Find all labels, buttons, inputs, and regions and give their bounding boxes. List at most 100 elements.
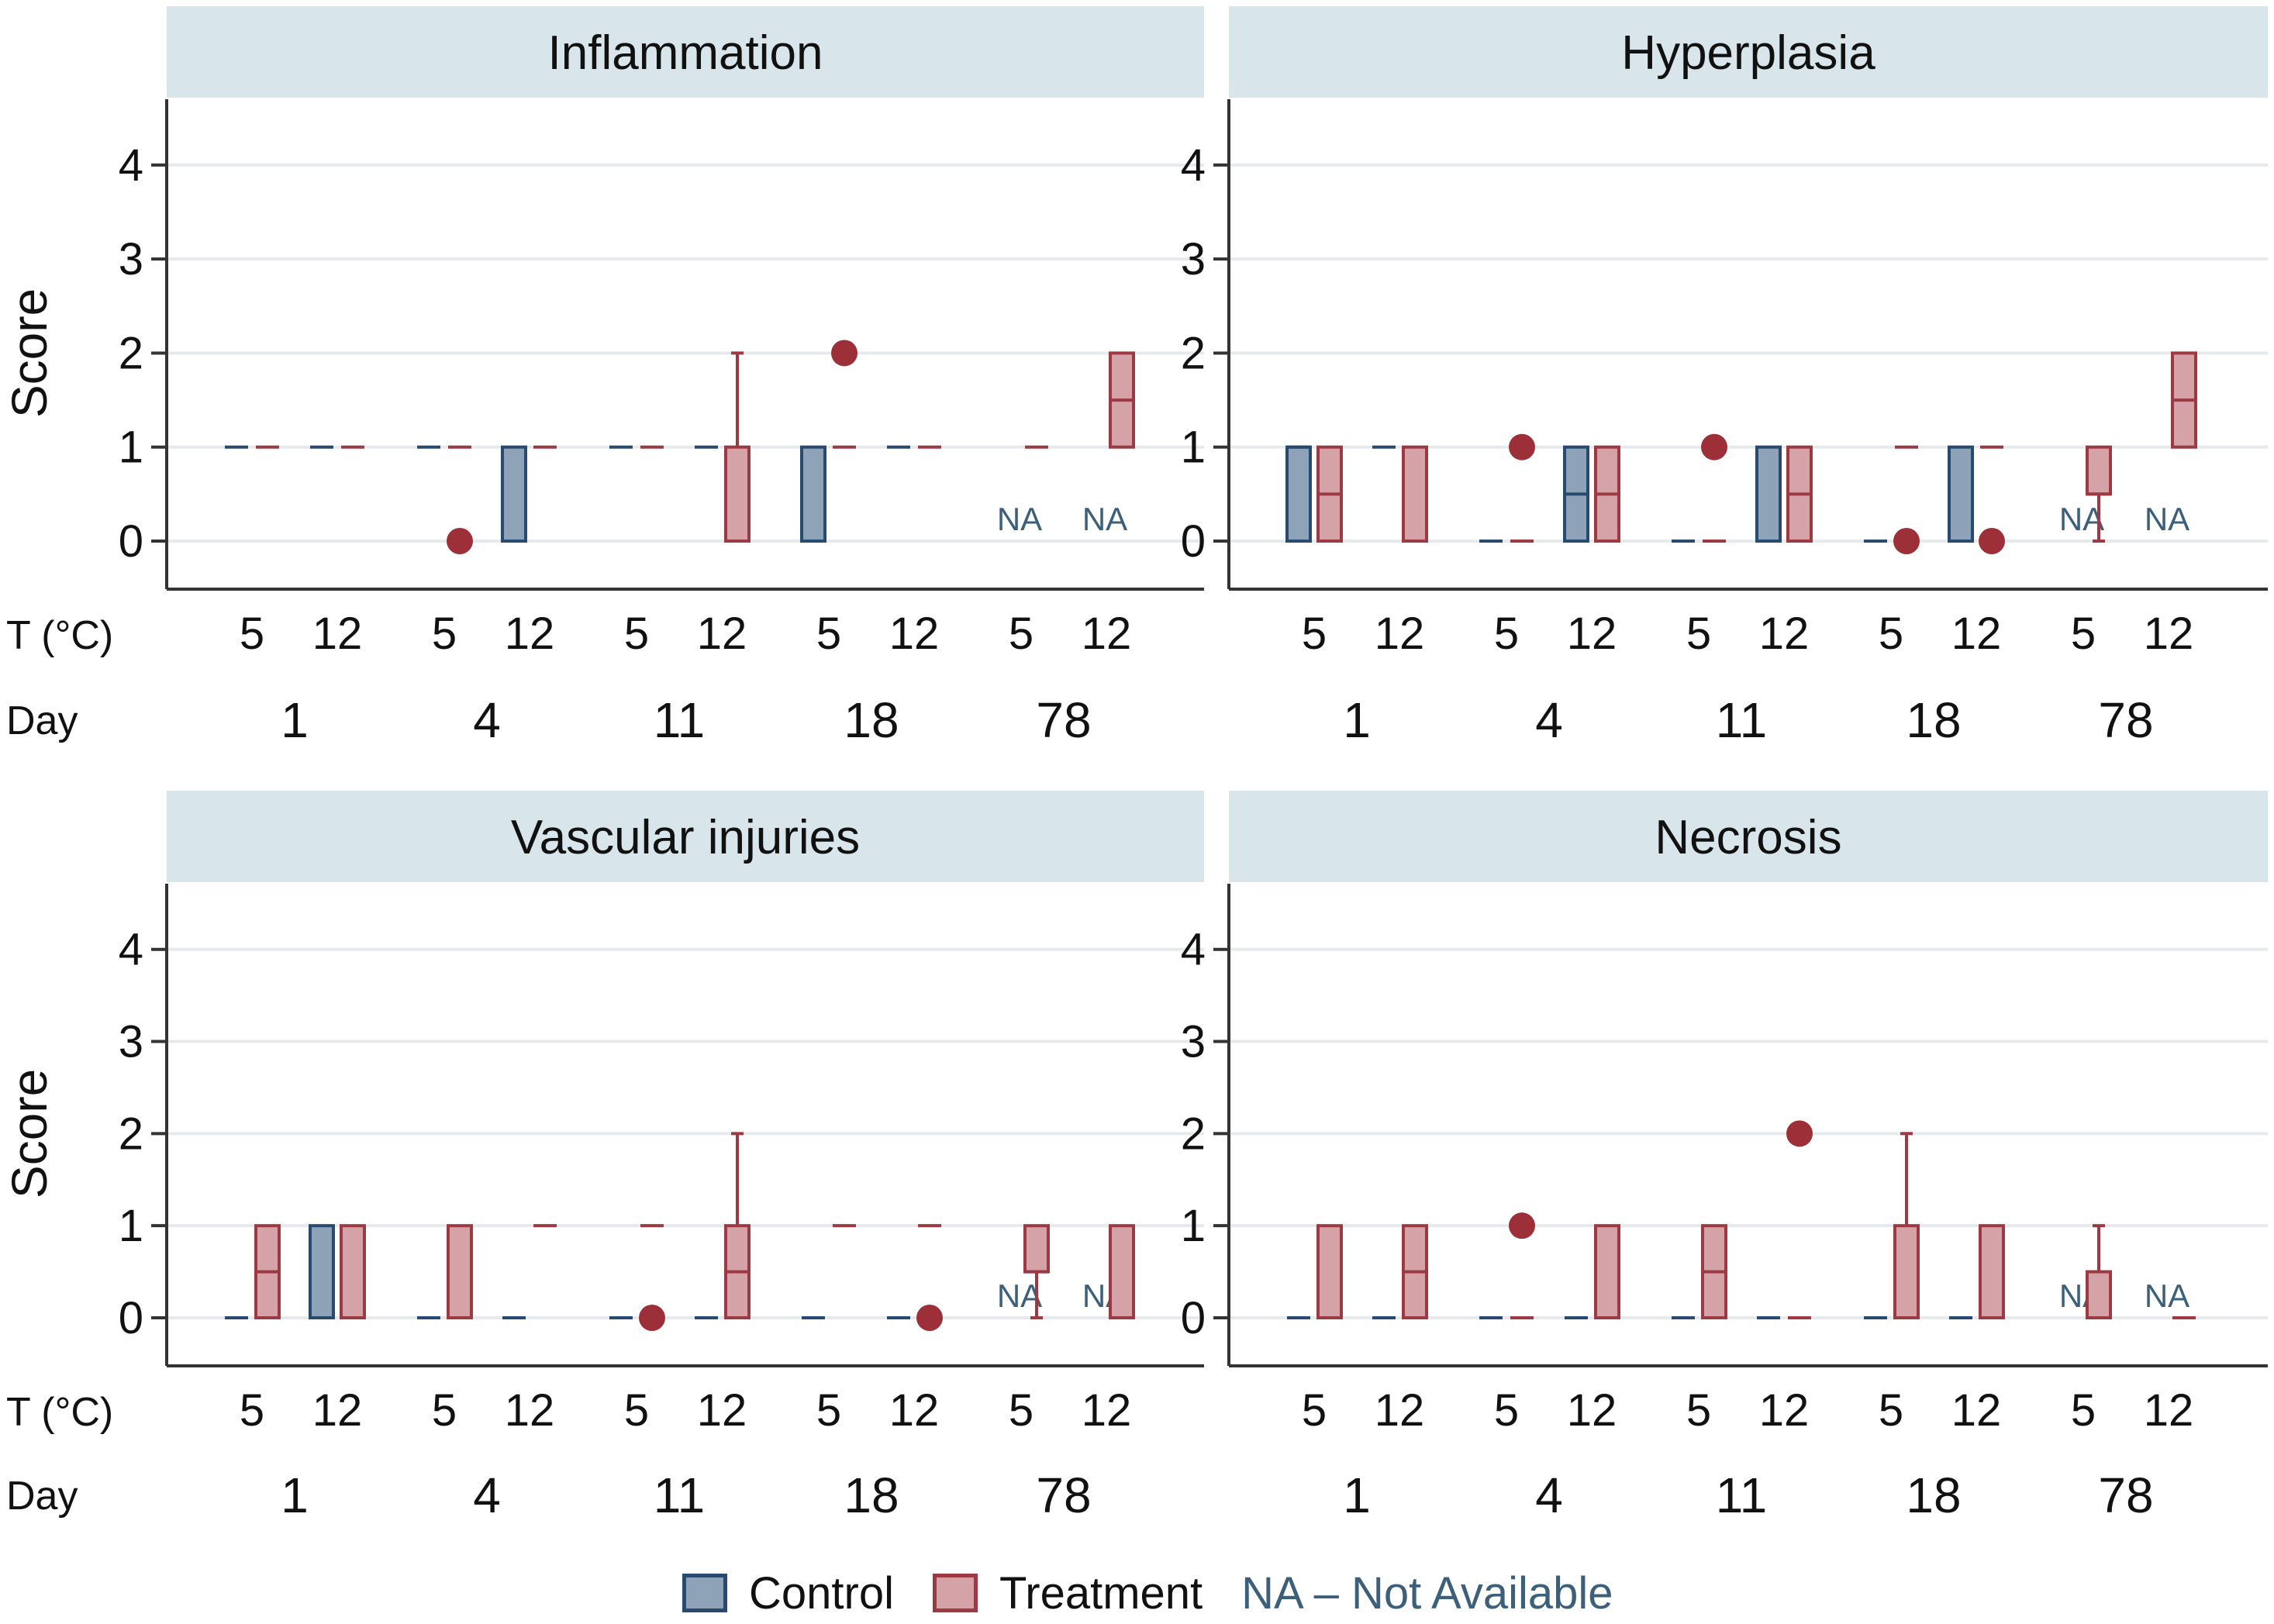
y-tick-label: 3 — [1181, 1017, 1206, 1067]
temperature-tick-label: 5 — [624, 1385, 649, 1436]
legend-control: Control — [682, 1567, 894, 1619]
treatment-outlier — [1786, 1120, 1813, 1147]
treatment-box — [447, 1224, 473, 1320]
treatment-box — [340, 1224, 366, 1320]
temperature-tick-label: 12 — [505, 609, 555, 659]
day-tick-label: 18 — [844, 1467, 899, 1523]
day-tick-label: 18 — [844, 692, 899, 748]
temperature-tick-label: 12 — [2144, 1385, 2194, 1436]
temperature-tick-label: 12 — [1082, 1385, 1132, 1436]
treatment-outlier — [1979, 528, 2005, 554]
y-tick-label: 4 — [119, 140, 143, 191]
treatment-box — [1316, 1224, 1343, 1320]
day-tick-label: 78 — [2098, 1467, 2153, 1523]
temperature-tick-label: 5 — [1009, 609, 1033, 659]
y-tick-label: 1 — [1181, 1201, 1206, 1251]
na-label: NA — [2145, 501, 2189, 537]
y-tick-label: 4 — [1181, 140, 1206, 191]
y-tick-label: 3 — [119, 1017, 143, 1067]
temperature-tick-label: 12 — [505, 1385, 555, 1436]
temperature-tick-label: 5 — [240, 1385, 264, 1436]
y-tick-label: 2 — [1181, 328, 1206, 378]
panel-header — [167, 6, 1204, 98]
temperature-tick-label: 12 — [1567, 609, 1617, 659]
y-tick-label: 1 — [119, 1201, 143, 1251]
temperature-tick-label: 12 — [1951, 1385, 2002, 1436]
day-tick-label: 11 — [654, 1467, 705, 1523]
temperature-tick-label: 5 — [1879, 1385, 1903, 1436]
day-tick-label: 4 — [473, 692, 501, 748]
legend-treatment: Treatment — [932, 1567, 1203, 1619]
treatment-box — [1594, 1224, 1620, 1320]
day-tick-label: 78 — [1036, 1467, 1091, 1523]
temperature-tick-label: 12 — [1951, 609, 2002, 659]
day-tick-label: 11 — [1716, 1467, 1767, 1523]
temperature-tick-label: 12 — [697, 609, 747, 659]
temperature-tick-label: 12 — [1082, 609, 1132, 659]
na-label: NA — [997, 501, 1042, 537]
treatment-box — [1109, 1224, 1135, 1320]
control-box — [1755, 445, 1782, 543]
na-label: NA — [1082, 501, 1127, 537]
temperature-tick-label: 12 — [1375, 1385, 1425, 1436]
control-box — [1948, 445, 1974, 543]
treatment-outlier — [831, 340, 857, 367]
treatment-box — [2086, 1270, 2112, 1320]
temperature-row-label: T (°C) — [6, 613, 113, 658]
control-box — [309, 1224, 335, 1320]
temperature-tick-label: 5 — [1302, 609, 1327, 659]
day-tick-label: 4 — [473, 1467, 501, 1523]
day-tick-label: 11 — [1716, 692, 1767, 748]
temperature-tick-label: 12 — [312, 609, 363, 659]
treatment-outlier — [447, 528, 473, 554]
day-row-label: Day — [6, 698, 78, 743]
temperature-tick-label: 5 — [816, 609, 841, 659]
panel-title: Hyperplasia — [1621, 26, 1875, 80]
day-tick-label: 1 — [1343, 1467, 1371, 1523]
control-box — [800, 445, 826, 543]
y-tick-label: 2 — [119, 1109, 143, 1159]
y-tick-label: 4 — [119, 925, 143, 975]
legend-control-swatch — [682, 1574, 727, 1612]
y-tick-label: 0 — [1181, 1293, 1206, 1343]
temperature-tick-label: 12 — [1759, 609, 1810, 659]
control-box — [501, 445, 527, 543]
day-row-label: Day — [6, 1474, 78, 1519]
temperature-tick-label: 5 — [816, 1385, 841, 1436]
panel-header — [1229, 6, 2268, 98]
day-tick-label: 78 — [2098, 692, 2153, 748]
treatment-box — [724, 445, 751, 543]
temperature-tick-label: 5 — [240, 609, 264, 659]
treatment-box — [1023, 1224, 1050, 1274]
treatment-outlier — [1509, 1212, 1535, 1240]
day-tick-label: 11 — [654, 692, 705, 748]
temperature-tick-label: 5 — [1686, 609, 1711, 659]
temperature-tick-label: 5 — [432, 609, 457, 659]
y-tick-label: 2 — [1181, 1109, 1206, 1159]
panel-header — [167, 791, 1204, 882]
y-tick-label: 4 — [1181, 925, 1206, 975]
treatment-outlier — [1509, 433, 1535, 460]
y-tick-label: 3 — [1181, 234, 1206, 284]
day-tick-label: 1 — [281, 1467, 309, 1523]
temperature-tick-label: 12 — [1759, 1385, 1810, 1436]
y-axis-title: Score — [2, 288, 57, 418]
na-label: NA — [2145, 1277, 2189, 1314]
day-tick-label: 4 — [1535, 1467, 1563, 1523]
treatment-outlier — [916, 1305, 943, 1331]
day-tick-label: 1 — [1343, 692, 1371, 748]
na-label: NA — [997, 1277, 1042, 1314]
temperature-tick-label: 5 — [1879, 609, 1903, 659]
temperature-tick-label: 12 — [889, 609, 940, 659]
na-label: NA — [2059, 501, 2104, 537]
temperature-tick-label: 12 — [2144, 609, 2194, 659]
temperature-tick-label: 5 — [1494, 609, 1519, 659]
y-tick-label: 2 — [119, 328, 143, 378]
treatment-outlier — [1893, 528, 1920, 554]
day-tick-label: 1 — [281, 692, 309, 748]
panel-title: Necrosis — [1655, 811, 1841, 864]
y-tick-label: 1 — [1181, 422, 1206, 473]
treatment-outlier — [1701, 433, 1727, 460]
